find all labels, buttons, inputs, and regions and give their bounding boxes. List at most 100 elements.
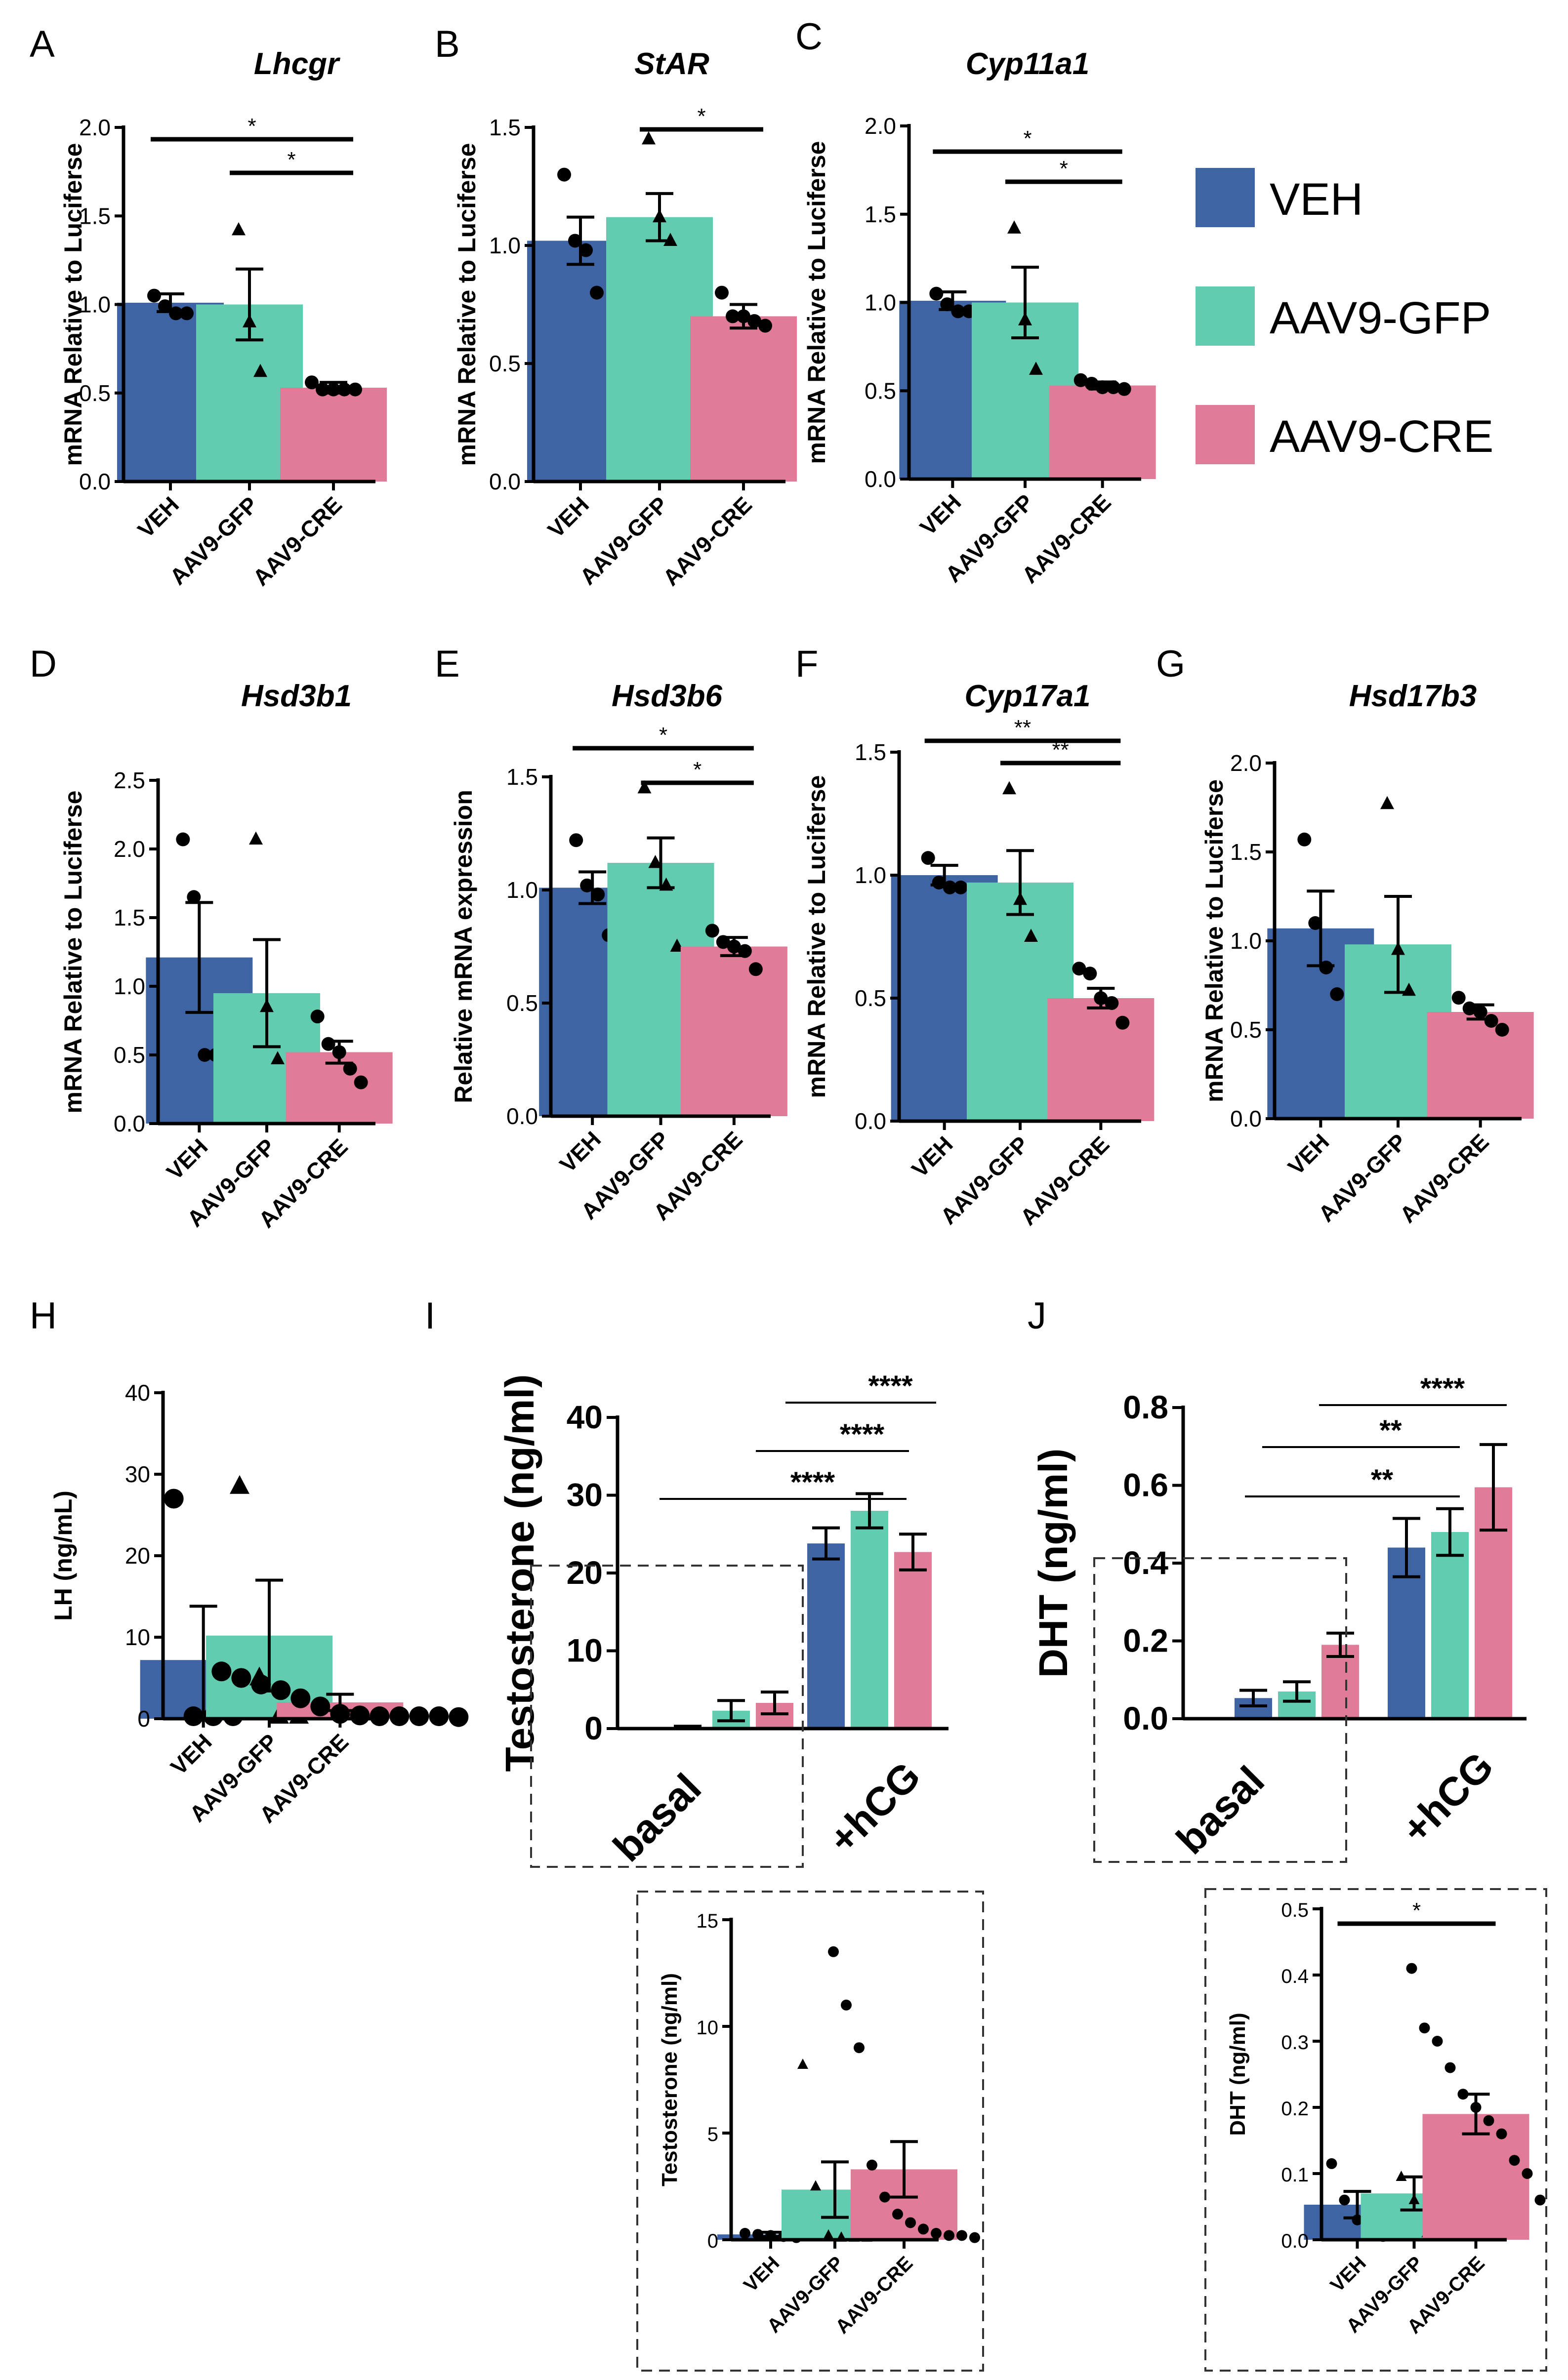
x-tick-label: AAV9-CRE — [658, 491, 757, 591]
panel-c: C Cyp11a1 mRNA Relative to Luciferse 0.0 0.5… — [795, 16, 1156, 588]
x-tick-label: AAV9-CRE — [248, 491, 347, 591]
data-point — [1457, 2089, 1469, 2100]
significance-label: * — [659, 723, 667, 747]
data-point — [230, 1475, 249, 1494]
y-tick-label: 40 — [567, 1399, 603, 1435]
group-label: +hCG — [1393, 1743, 1502, 1853]
data-point — [1024, 928, 1038, 942]
x-tick-label: VEH — [542, 491, 594, 543]
data-point — [169, 306, 183, 321]
y-tick-label: 1.0 — [506, 877, 538, 903]
panel-letter: C — [795, 16, 823, 58]
data-point — [350, 1705, 370, 1726]
data-point — [1444, 2062, 1456, 2073]
panel-letter: B — [435, 23, 460, 65]
y-tick-label: 1.0 — [855, 862, 886, 888]
y-tick-label: 2.0 — [114, 836, 145, 862]
panel-b: B StAR mRNA Relative to Luciferse 0.0 0.5 1.0… — [435, 23, 797, 591]
data-point — [429, 1706, 449, 1727]
data-point — [1451, 991, 1466, 1005]
panel-j-inset: DHT (ng/ml)0.00.10.20.30.40.5VEHAAV9-GFP… — [1226, 1898, 1546, 2338]
data-point — [1495, 1023, 1509, 1037]
data-point — [1534, 2194, 1546, 2206]
data-point — [1470, 2102, 1482, 2113]
basal-highlight-box — [1093, 1557, 1347, 1863]
y-axis-label: LH (ng/mL) — [49, 1491, 77, 1621]
inset-frame-dht — [1204, 1888, 1547, 2372]
data-point — [1072, 962, 1086, 976]
significance-label: ** — [1371, 1464, 1394, 1496]
y-axis-label: DHT (ng/ml) — [1226, 2013, 1250, 2136]
data-point — [944, 2230, 954, 2241]
data-point — [305, 375, 319, 390]
y-tick-label: 0.0 — [1230, 1106, 1262, 1131]
y-tick-label: 1.5 — [114, 905, 145, 930]
x-tick-label: VEH — [1283, 1129, 1334, 1180]
data-point — [158, 299, 172, 314]
bar-aav9-gfp-hcg — [1431, 1532, 1469, 1719]
y-tick-label: 0.0 — [855, 1108, 886, 1134]
data-point — [271, 1051, 285, 1064]
legend: VEH AAV9-GFP AAV9-CRE — [1196, 168, 1493, 464]
y-tick-label: 0.4 — [1281, 1966, 1309, 1987]
bar-aav9-cre — [680, 946, 787, 1116]
y-tick-label: 1.5 — [1230, 839, 1262, 865]
data-point — [1473, 1005, 1487, 1019]
y-tick-label: 0.8 — [1123, 1389, 1168, 1425]
x-tick-label: AAV9-CRE — [1395, 1129, 1494, 1228]
significance-label: **** — [868, 1370, 913, 1402]
y-axis-label: mRNA Relative to Luciferse — [1200, 779, 1228, 1102]
data-point — [389, 1706, 410, 1727]
bar-aav9-cre-hcg — [894, 1552, 932, 1729]
y-tick-label: 1.0 — [865, 290, 896, 316]
data-point — [409, 1706, 429, 1727]
y-tick-label: 1.5 — [489, 115, 521, 140]
panel-letter: G — [1156, 643, 1185, 685]
data-point — [198, 1048, 212, 1062]
y-tick-label: 0.5 — [865, 378, 896, 403]
y-tick-label: 10 — [125, 1624, 150, 1650]
y-tick-label: 1.5 — [79, 203, 111, 229]
data-point — [176, 832, 190, 847]
group-label: basal — [1168, 1758, 1273, 1863]
x-tick-label: VEH — [165, 1729, 217, 1780]
data-point — [348, 382, 362, 397]
data-point — [653, 209, 666, 223]
y-tick-label: 2.0 — [1230, 750, 1262, 776]
data-point — [180, 306, 194, 321]
x-tick-label: VEH — [555, 1126, 606, 1177]
panel-i-inset: Testosterone (ng/ml)051015VEHAAV9-GFPAAV… — [658, 1910, 980, 2338]
bar-aav9-cre — [1047, 998, 1155, 1121]
panel-f: F Cyp17a1 mRNA Relative to Luciferse 0.0 0.5… — [795, 643, 1155, 1230]
panel-letter: E — [435, 643, 460, 685]
panel-title: StAR — [634, 47, 709, 81]
legend-swatch — [1196, 286, 1255, 346]
y-axis-label: Testosterone (ng/ml) — [497, 1374, 542, 1772]
significance-label: * — [287, 148, 295, 172]
panel-letter: H — [30, 1295, 57, 1337]
y-tick-label: 0.5 — [1230, 1017, 1262, 1043]
y-axis-label: mRNA Relative to Luciferse — [59, 143, 87, 466]
y-tick-label: 0 — [707, 2230, 718, 2252]
y-tick-label: 1.0 — [1230, 928, 1262, 954]
y-tick-label: 30 — [567, 1477, 603, 1513]
data-point — [591, 887, 605, 902]
data-point — [905, 2217, 916, 2228]
data-point — [1029, 362, 1043, 375]
data-point — [1406, 1963, 1417, 1974]
data-point — [1396, 2171, 1407, 2181]
data-point — [579, 243, 593, 257]
data-point — [931, 2228, 942, 2239]
panel-letter: F — [795, 643, 818, 685]
data-point — [1117, 382, 1131, 396]
data-point — [1408, 2193, 1420, 2204]
panel-title: Cyp11a1 — [966, 47, 1089, 81]
y-tick-label: 1.0 — [489, 233, 521, 258]
y-tick-label: 0.0 — [114, 1111, 145, 1136]
data-point — [747, 314, 761, 328]
data-point — [943, 880, 957, 894]
data-point — [232, 222, 246, 236]
data-point — [164, 1489, 184, 1509]
